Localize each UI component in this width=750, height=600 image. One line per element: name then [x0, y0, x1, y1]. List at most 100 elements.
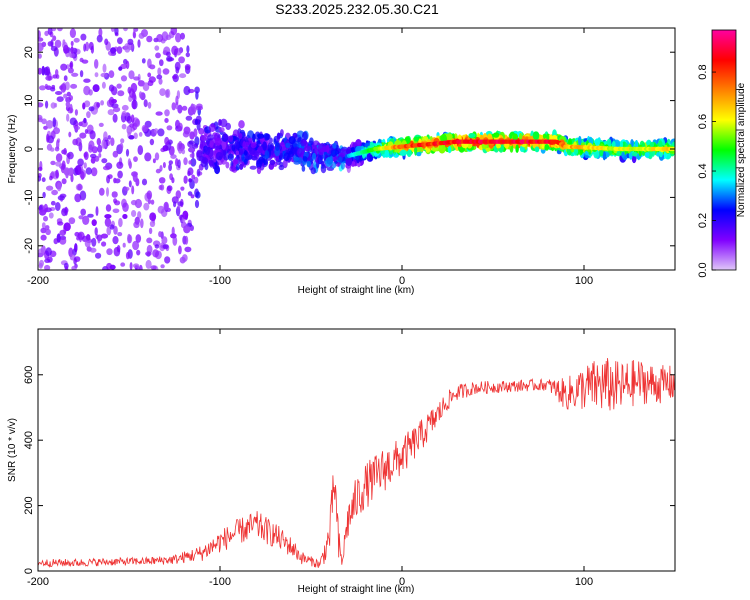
- heatmap-cell: [64, 265, 69, 270]
- heatmap-cell: [82, 215, 90, 225]
- heatmap-cell: [63, 167, 70, 176]
- heatmap-cell: [127, 86, 132, 94]
- heatmap-cell: [127, 38, 134, 46]
- heatmap-cell: [90, 157, 95, 164]
- heatmap-cell: [164, 118, 169, 123]
- heatmap-cell: [204, 147, 211, 155]
- heatmap-cell: [262, 141, 267, 151]
- heatmap-cell: [191, 174, 196, 180]
- heatmap-cell: [180, 32, 185, 40]
- heatmap-cell: [106, 175, 111, 184]
- heatmap-cell: [594, 138, 601, 146]
- heatmap-cell: [107, 109, 115, 116]
- heatmap-cell: [91, 167, 98, 177]
- heatmap-cell: [132, 240, 140, 251]
- heatmap-cell: [44, 66, 51, 76]
- heatmap-cell: [199, 140, 203, 149]
- heatmap-cell: [49, 175, 53, 181]
- heatmap-cell: [140, 218, 144, 229]
- heatmap-cell: [41, 222, 46, 229]
- heatmap-x-label: Height of straight line (km): [298, 285, 415, 296]
- heatmap-cell: [109, 264, 116, 270]
- heatmap-cell: [177, 122, 183, 132]
- heatmap-cell: [145, 251, 152, 256]
- heatmap-cell: [183, 175, 188, 184]
- heatmap-cell: [69, 62, 73, 68]
- heatmap-cell: [112, 208, 120, 214]
- heatmap-cell: [103, 131, 108, 141]
- heatmap-cell: [154, 128, 159, 134]
- snr-axes: -200 -100 0 100 0 200 400 600: [23, 329, 675, 588]
- heatmap-cell: [220, 118, 228, 128]
- heatmap-cell: [65, 101, 71, 108]
- heatmap-cell: [406, 149, 412, 158]
- heatmap-cell: [60, 63, 68, 71]
- colorbar-tick-label: 0.6: [697, 114, 709, 129]
- snr-x-label: Height of straight line (km): [298, 584, 415, 595]
- heatmap-cell: [92, 84, 100, 92]
- heatmap-cell: [188, 140, 195, 145]
- heatmap-cell: [74, 256, 81, 262]
- heatmap-cell: [196, 168, 201, 177]
- heatmap-cell: [317, 155, 323, 165]
- heatmap-cell: [40, 234, 47, 241]
- heatmap-cell: [46, 185, 54, 191]
- heatmap-cell: [55, 169, 59, 179]
- heatmap-cell: [166, 51, 171, 57]
- heatmap-cell: [107, 135, 111, 140]
- snr-y-tick-label: 0: [23, 568, 35, 574]
- heatmap-cell: [193, 176, 199, 184]
- heatmap-cell: [189, 153, 194, 158]
- heatmap-cell: [158, 78, 163, 85]
- heatmap-cell: [185, 52, 190, 58]
- heatmap-cell: [162, 162, 166, 169]
- heatmap-cell: [38, 175, 42, 182]
- heatmap-cell: [320, 164, 327, 174]
- heatmap-cell: [50, 147, 55, 152]
- heatmap-cell: [63, 147, 67, 156]
- heatmap-cell: [155, 52, 161, 59]
- heatmap-x-tick-label: -100: [209, 275, 231, 287]
- heatmap-cell: [214, 137, 222, 146]
- heatmap-cell: [55, 69, 59, 77]
- heatmap-cell: [88, 41, 94, 51]
- heatmap-cell: [55, 153, 63, 163]
- heatmap-cell: [84, 100, 91, 108]
- heatmap-cell: [157, 67, 162, 76]
- heatmap-cell: [164, 109, 170, 117]
- heatmap-cell: [188, 178, 193, 183]
- heatmap-cell: [132, 172, 138, 183]
- heatmap-cell: [154, 45, 160, 51]
- heatmap-cell: [121, 123, 127, 130]
- heatmap-cell: [67, 151, 74, 160]
- heatmap-cell: [163, 201, 169, 211]
- heatmap-cell: [156, 74, 163, 80]
- heatmap-cell: [223, 133, 228, 139]
- heatmap-cell: [177, 104, 183, 114]
- heatmap-cell: [200, 134, 208, 141]
- heatmap-cell: [159, 59, 164, 67]
- heatmap-cell: [68, 217, 76, 225]
- snr-x-tick-label: -100: [209, 576, 231, 588]
- heatmap-cell: [155, 168, 161, 174]
- heatmap-cell: [175, 32, 182, 43]
- heatmap-cell: [116, 161, 124, 169]
- heatmap-cell: [147, 58, 152, 69]
- heatmap-cell: [257, 146, 265, 154]
- heatmap-cell: [41, 41, 47, 48]
- heatmap-cell: [413, 136, 419, 142]
- heatmap-cell: [294, 156, 300, 162]
- heatmap-cell: [649, 142, 655, 147]
- heatmap-cell: [288, 150, 293, 155]
- heatmap-cell: [345, 149, 351, 155]
- heatmap-cell: [184, 235, 189, 245]
- heatmap-cell: [45, 75, 53, 81]
- heatmap-cell: [304, 145, 311, 152]
- heatmap-cell: [154, 152, 160, 161]
- heatmap-cell: [56, 96, 64, 102]
- heatmap-cell: [141, 58, 146, 64]
- heatmap-cell: [146, 237, 153, 244]
- heatmap-cell: [273, 138, 277, 145]
- heatmap-cell: [195, 191, 201, 199]
- heatmap-cell: [258, 156, 264, 165]
